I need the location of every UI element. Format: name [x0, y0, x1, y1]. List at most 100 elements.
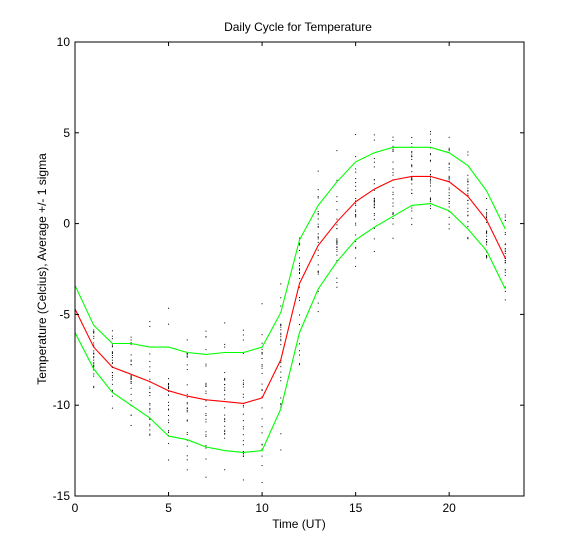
- sample-point: [111, 389, 113, 391]
- sample-point: [299, 364, 300, 366]
- sample-point: [261, 389, 263, 391]
- sample-point: [317, 218, 319, 220]
- sample-point: [299, 249, 300, 251]
- sample-point: [467, 207, 469, 209]
- sample-point: [205, 365, 207, 367]
- sample-point: [355, 257, 357, 259]
- sample-point: [93, 344, 95, 346]
- sample-point: [168, 409, 170, 411]
- sample-point: [280, 371, 282, 373]
- sample-point: [224, 387, 226, 389]
- sample-point: [504, 250, 506, 252]
- sample-point: [280, 283, 282, 285]
- sample-point: [130, 339, 132, 341]
- sample-point: [429, 159, 431, 161]
- sample-point: [130, 400, 132, 402]
- sample-point: [224, 346, 226, 348]
- sample-point: [168, 414, 170, 416]
- sample-point: [299, 269, 300, 271]
- sample-point: [242, 426, 244, 428]
- sample-point: [149, 370, 151, 372]
- sample-point: [111, 374, 113, 376]
- sample-point: [93, 362, 95, 364]
- sample-point: [373, 134, 375, 136]
- sample-point: [355, 246, 357, 248]
- sample-point: [299, 242, 300, 244]
- sample-point: [448, 150, 450, 152]
- sample-point: [448, 167, 450, 169]
- sample-point: [392, 217, 394, 219]
- sample-point: [411, 142, 413, 144]
- sample-point: [149, 423, 151, 425]
- sample-point: [149, 395, 151, 397]
- sample-point: [242, 352, 244, 354]
- sample-point: [93, 356, 95, 358]
- sample-point: [261, 426, 263, 428]
- sample-point: [299, 268, 300, 270]
- sample-point: [149, 433, 151, 435]
- sample-point: [93, 373, 95, 375]
- sample-point: [299, 272, 300, 274]
- sample-point: [130, 360, 132, 362]
- sample-point: [186, 352, 188, 354]
- sample-point: [355, 240, 357, 242]
- sample-point: [392, 136, 394, 138]
- sample-point: [224, 433, 226, 435]
- sample-point: [186, 434, 188, 436]
- sample-point: [130, 378, 132, 380]
- sample-point: [504, 252, 506, 254]
- sample-point: [336, 250, 338, 252]
- sample-point: [392, 148, 394, 150]
- sample-point: [355, 224, 357, 226]
- sample-point: [261, 444, 263, 446]
- sample-point: [168, 419, 170, 421]
- sample-point: [448, 148, 450, 150]
- sample-point: [261, 351, 263, 353]
- sample-point: [280, 332, 282, 334]
- sample-point: [242, 334, 244, 336]
- sample-point: [486, 242, 488, 244]
- sample-point: [411, 165, 413, 167]
- sample-point: [355, 215, 357, 217]
- sample-point: [504, 248, 506, 250]
- sample-point: [317, 273, 319, 275]
- sample-point: [224, 425, 226, 427]
- sample-point: [373, 161, 375, 163]
- sample-point: [130, 359, 132, 361]
- sample-point: [299, 363, 300, 365]
- sample-point: [168, 378, 170, 380]
- sample-point: [186, 339, 188, 341]
- sample-point: [411, 166, 413, 168]
- series-line-plus-sigma: [74, 146, 506, 355]
- sample-point: [242, 329, 244, 331]
- sample-point: [486, 239, 488, 241]
- sample-point: [130, 364, 132, 366]
- sample-point: [130, 379, 132, 381]
- sample-point: [149, 353, 151, 355]
- sample-point: [205, 415, 207, 417]
- sample-point: [261, 465, 263, 467]
- sample-point: [93, 332, 95, 334]
- sample-point: [429, 170, 431, 172]
- sample-point: [168, 405, 170, 407]
- sample-point: [392, 161, 394, 163]
- sample-point: [168, 390, 170, 392]
- sample-point: [392, 149, 394, 151]
- sample-point: [429, 139, 431, 141]
- sample-point: [392, 205, 394, 207]
- sample-point: [504, 257, 506, 259]
- sample-point: [299, 297, 300, 299]
- sample-point: [504, 299, 506, 301]
- sample-point: [261, 383, 263, 385]
- sample-point: [299, 314, 300, 316]
- sample-point: [186, 459, 188, 461]
- sample-point: [448, 198, 450, 200]
- sample-point: [186, 455, 188, 457]
- sample-point: [336, 254, 338, 256]
- sample-point: [317, 241, 319, 243]
- sample-point: [224, 431, 226, 433]
- sample-point: [373, 250, 375, 252]
- sample-point: [261, 443, 263, 445]
- sample-point: [467, 226, 469, 228]
- sample-point: [224, 433, 226, 435]
